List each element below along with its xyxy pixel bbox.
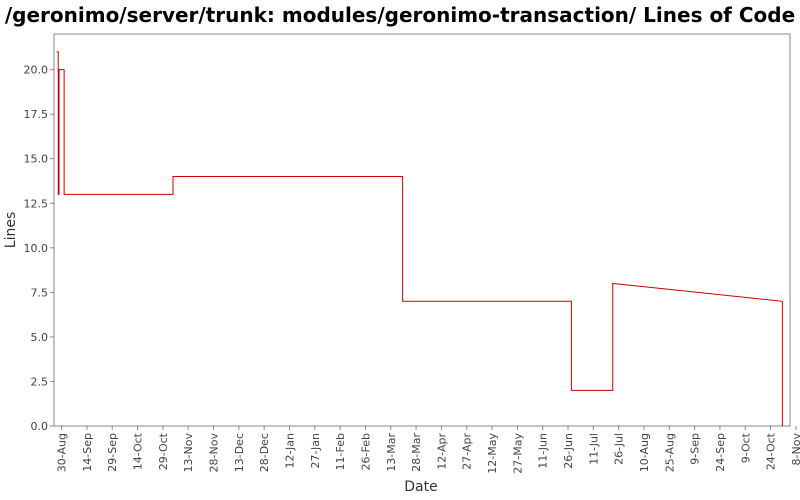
x-tick-label: 30-Aug <box>56 433 69 472</box>
y-tick-label: 17.5 <box>24 108 49 121</box>
x-tick-label: 27-Jan <box>309 433 322 469</box>
x-axis-label: Date <box>404 479 437 495</box>
x-tick-label: 28-Nov <box>208 433 221 473</box>
x-tick-label: 14-Oct <box>132 432 145 470</box>
x-tick-label: 8-Nov <box>790 433 800 466</box>
y-tick-label: 7.5 <box>31 286 49 299</box>
x-tick-label: 13-Dec <box>233 433 246 472</box>
x-tick-label: 26-Jun <box>562 433 575 469</box>
y-tick-label: 15.0 <box>24 153 49 166</box>
x-tick-label: 24-Oct <box>765 432 778 470</box>
y-tick-label: 12.5 <box>24 197 49 210</box>
x-tick-label: 26-Jul <box>613 433 626 465</box>
lines-series-line <box>56 51 783 426</box>
x-tick-label: 11-Jul <box>587 433 600 465</box>
x-tick-label: 9-Oct <box>739 432 752 463</box>
x-tick-label: 13-Nov <box>182 433 195 473</box>
x-tick-label: 27-Apr <box>461 433 474 470</box>
x-tick-label: 28-Dec <box>258 433 271 472</box>
y-tick-label: 2.5 <box>31 375 49 388</box>
x-tick-label: 25-Aug <box>663 433 676 472</box>
x-tick-label: 29-Oct <box>157 432 170 470</box>
x-tick-label: 12-Apr <box>435 433 448 470</box>
x-tick-label: 27-May <box>511 433 524 474</box>
y-axis: 0.0 2.5 5.0 7.5 10.0 12.5 15.0 17.5 20.0 <box>24 64 54 433</box>
chart-title: /geronimo/server/trunk: modules/geronimo… <box>5 3 795 27</box>
x-tick-label: 14-Sep <box>81 433 94 472</box>
x-axis: 30-Aug 14-Sep 29-Sep 14-Oct 29-Oct 13-Nov 28-N… <box>56 426 800 474</box>
x-tick-label: 26-Feb <box>359 433 372 470</box>
x-tick-label: 13-Mar <box>385 433 398 472</box>
x-tick-label: 12-Jan <box>283 433 296 469</box>
x-tick-label: 10-Aug <box>638 433 651 472</box>
x-tick-label: 24-Sep <box>714 433 727 472</box>
x-tick-label: 11-Jun <box>537 433 550 469</box>
y-tick-label: 10.0 <box>24 242 49 255</box>
x-tick-label: 12-May <box>486 433 499 474</box>
y-tick-label: 5.0 <box>31 331 49 344</box>
y-tick-label: 20.0 <box>24 64 49 77</box>
y-tick-label: 0.0 <box>31 420 49 433</box>
plot-area <box>53 33 791 427</box>
x-tick-label: 29-Sep <box>106 433 119 472</box>
y-axis-label: Lines <box>3 212 19 248</box>
x-tick-label: 9-Sep <box>689 433 702 465</box>
x-tick-label: 11-Feb <box>334 433 347 470</box>
x-tick-label: 28-Mar <box>410 433 423 472</box>
